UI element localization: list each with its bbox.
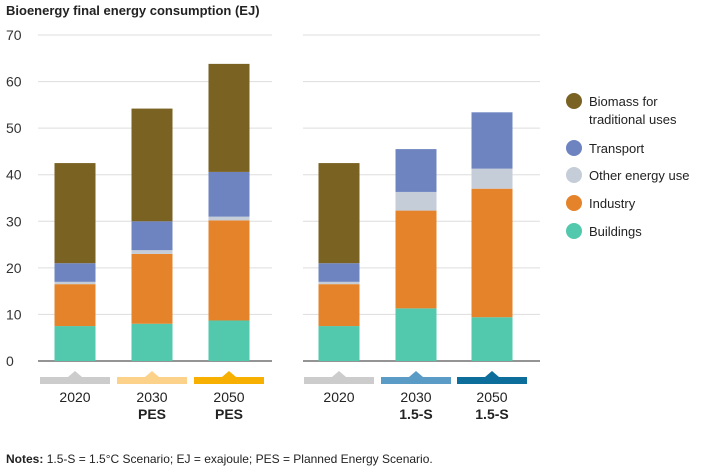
- bar-segment-other-energy-use: [471, 168, 513, 189]
- bar-segment-buildings: [318, 326, 360, 361]
- notes-text: 1.5-S = 1.5°C Scenario; EJ = exajoule; P…: [46, 452, 433, 466]
- category-marker-tip: [332, 371, 346, 377]
- y-tick-label: 70: [6, 27, 22, 43]
- legend-label-transport: Transport: [589, 141, 645, 156]
- x-tick-label-year: 2020: [323, 389, 354, 405]
- bar-segment-biomass-for-traditional-uses: [208, 63, 250, 172]
- legend-swatch-buildings: [566, 223, 582, 239]
- legend-swatch-biomass-for-traditional-uses: [566, 93, 582, 109]
- bar-segment-other-energy-use: [208, 216, 250, 221]
- bar-segment-biomass-for-traditional-uses: [131, 108, 173, 222]
- legend-swatch-other-energy-use: [566, 167, 582, 183]
- category-marker: [304, 377, 374, 384]
- legend-swatch-industry: [566, 195, 582, 211]
- y-tick-label: 0: [6, 353, 14, 369]
- notes-label: Notes:: [6, 452, 44, 466]
- x-tick-label-year: 2050: [476, 389, 507, 405]
- bar-segment-buildings: [471, 317, 513, 361]
- bar-segment-buildings: [131, 323, 173, 361]
- bar-segment-other-energy-use: [131, 250, 173, 254]
- bioenergy-chart: Bioenergy final energy consumption (EJ) …: [6, 3, 689, 422]
- category-marker-tip: [409, 371, 423, 377]
- category-marker-tip: [145, 371, 159, 377]
- legend: Biomass for traditional uses Transport Othe…: [566, 93, 689, 239]
- x-tick-label-scenario: 1.5-S: [475, 406, 508, 422]
- category-marker-tip: [222, 371, 236, 377]
- bar-segment-transport: [471, 112, 513, 169]
- category-marker: [117, 377, 187, 384]
- bar-segment-transport: [54, 263, 96, 282]
- y-tick-label: 50: [6, 120, 22, 136]
- x-tick-label-scenario: 1.5-S: [399, 406, 432, 422]
- bar-segment-transport: [318, 263, 360, 282]
- y-tick-label: 40: [6, 167, 22, 183]
- category-marker: [194, 377, 264, 384]
- x-tick-label-year: 2050: [213, 389, 244, 405]
- bar-segment-buildings: [395, 308, 437, 361]
- legend-label-other-energy-use: Other energy use: [589, 168, 689, 183]
- bar-segment-other-energy-use: [54, 281, 96, 285]
- category-marker: [381, 377, 451, 384]
- x-tick-label-year: 2020: [59, 389, 90, 405]
- category-marker-tip: [485, 371, 499, 377]
- category-marker: [40, 377, 110, 384]
- gridlines: [38, 34, 540, 362]
- legend-label-industry: Industry: [589, 196, 636, 211]
- bar-segment-industry: [395, 210, 437, 309]
- legend-label-biomass-for-traditional-uses: Biomass for: [589, 94, 658, 109]
- bar-segment-biomass-for-traditional-uses: [54, 163, 96, 264]
- notes: Notes: 1.5-S = 1.5°C Scenario; EJ = exaj…: [6, 452, 433, 466]
- y-tick-label: 30: [6, 213, 22, 229]
- legend-label-biomass-for-traditional-uses: traditional uses: [589, 112, 677, 127]
- y-tick-label: 10: [6, 306, 22, 322]
- y-tick-label: 20: [6, 260, 22, 276]
- bar-segment-industry: [318, 284, 360, 327]
- x-tick-label-scenario: PES: [215, 406, 243, 422]
- y-axis: 0 10 20 30 40 50 60 70: [6, 27, 22, 369]
- bar-segment-transport: [208, 171, 250, 217]
- bar-segment-industry: [471, 188, 513, 318]
- legend-label-buildings: Buildings: [589, 224, 642, 239]
- x-tick-label-scenario: PES: [138, 406, 166, 422]
- x-tick-label-year: 2030: [136, 389, 167, 405]
- x-tick-label-year: 2030: [400, 389, 431, 405]
- bar-segment-buildings: [208, 320, 250, 361]
- bar-segment-other-energy-use: [395, 191, 437, 211]
- bar-segment-industry: [54, 284, 96, 327]
- bar-segment-industry: [131, 253, 173, 324]
- category-marker-tip: [68, 371, 82, 377]
- bar-segment-biomass-for-traditional-uses: [318, 163, 360, 264]
- bar-segment-industry: [208, 220, 250, 321]
- category-marker: [457, 377, 527, 384]
- bars: [54, 63, 513, 361]
- legend-swatch-transport: [566, 140, 582, 156]
- bar-segment-transport: [131, 221, 173, 251]
- y-tick-label: 60: [6, 74, 22, 90]
- bar-segment-transport: [395, 149, 437, 192]
- bar-segment-buildings: [54, 326, 96, 361]
- bar-segment-other-energy-use: [318, 281, 360, 285]
- chart-title: Bioenergy final energy consumption (EJ): [6, 3, 260, 18]
